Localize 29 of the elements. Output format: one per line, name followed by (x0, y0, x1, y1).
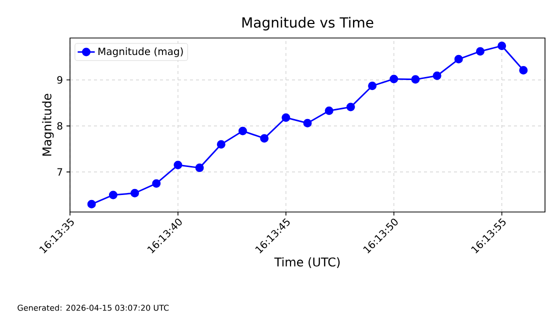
point (303, 118, 312, 128)
point (411, 75, 420, 84)
y-axis-title: Magnitude (42, 94, 54, 156)
point (324, 106, 334, 115)
point (519, 66, 528, 74)
x-axis-title: Time (UTC) (274, 257, 340, 268)
point (368, 82, 377, 90)
point (87, 200, 96, 208)
text: Generated: 2026-04-15 03:07:20 UTC (18, 304, 169, 311)
y-tick-label: 8 (57, 122, 62, 130)
point (195, 164, 204, 172)
y-tick-label: 9 (57, 76, 62, 84)
point (432, 71, 442, 80)
legend-label: Magnitude (mag) (98, 47, 183, 58)
point (152, 179, 161, 188)
point (238, 126, 247, 136)
chart-title: Magnitude vs Time (242, 16, 374, 30)
point (174, 160, 182, 170)
point (476, 47, 484, 56)
point (108, 190, 118, 200)
point (346, 102, 355, 112)
y-tick-label: 7 (57, 168, 62, 176)
point (130, 188, 140, 198)
point (282, 113, 290, 122)
point (454, 54, 463, 64)
point (390, 74, 398, 84)
point (260, 134, 269, 143)
point (498, 42, 506, 50)
point (216, 140, 226, 149)
